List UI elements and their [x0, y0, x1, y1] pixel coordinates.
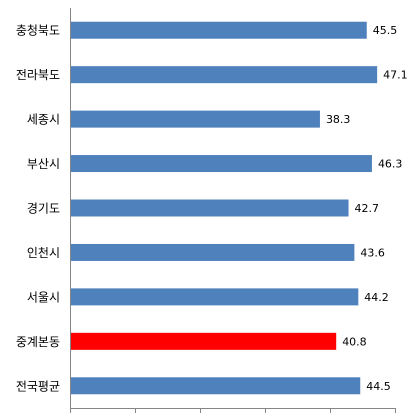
- y-tick-label: 인천시: [27, 245, 60, 260]
- bar: [71, 110, 320, 128]
- value-label: 38.3: [326, 113, 351, 126]
- y-tick-label: 전라북도: [16, 68, 60, 82]
- value-label: 44.2: [364, 291, 389, 304]
- value-label: 47.1: [383, 69, 408, 82]
- y-tick-label: 충청북도: [16, 24, 60, 38]
- bar: [71, 377, 361, 395]
- bar: [71, 243, 355, 261]
- value-label: 40.8: [342, 335, 367, 348]
- bar: [71, 332, 337, 350]
- bar: [71, 66, 378, 84]
- value-label: 45.5: [373, 24, 398, 37]
- value-label: 42.7: [355, 202, 380, 215]
- y-tick-label: 세종시: [27, 113, 60, 127]
- bar: [71, 155, 372, 173]
- y-tick-label: 서울시: [27, 290, 60, 304]
- value-label: 44.5: [366, 380, 391, 393]
- bar: [71, 199, 349, 217]
- y-tick-label: 중계본동: [16, 335, 60, 349]
- bar: [71, 288, 359, 306]
- y-tick-label: 전국평균: [16, 379, 60, 393]
- y-tick-label: 경기도: [27, 202, 60, 216]
- value-label: 46.3: [378, 158, 403, 171]
- value-label: 43.6: [360, 246, 385, 259]
- y-tick-label: 부산시: [27, 157, 60, 171]
- bar: [71, 21, 367, 39]
